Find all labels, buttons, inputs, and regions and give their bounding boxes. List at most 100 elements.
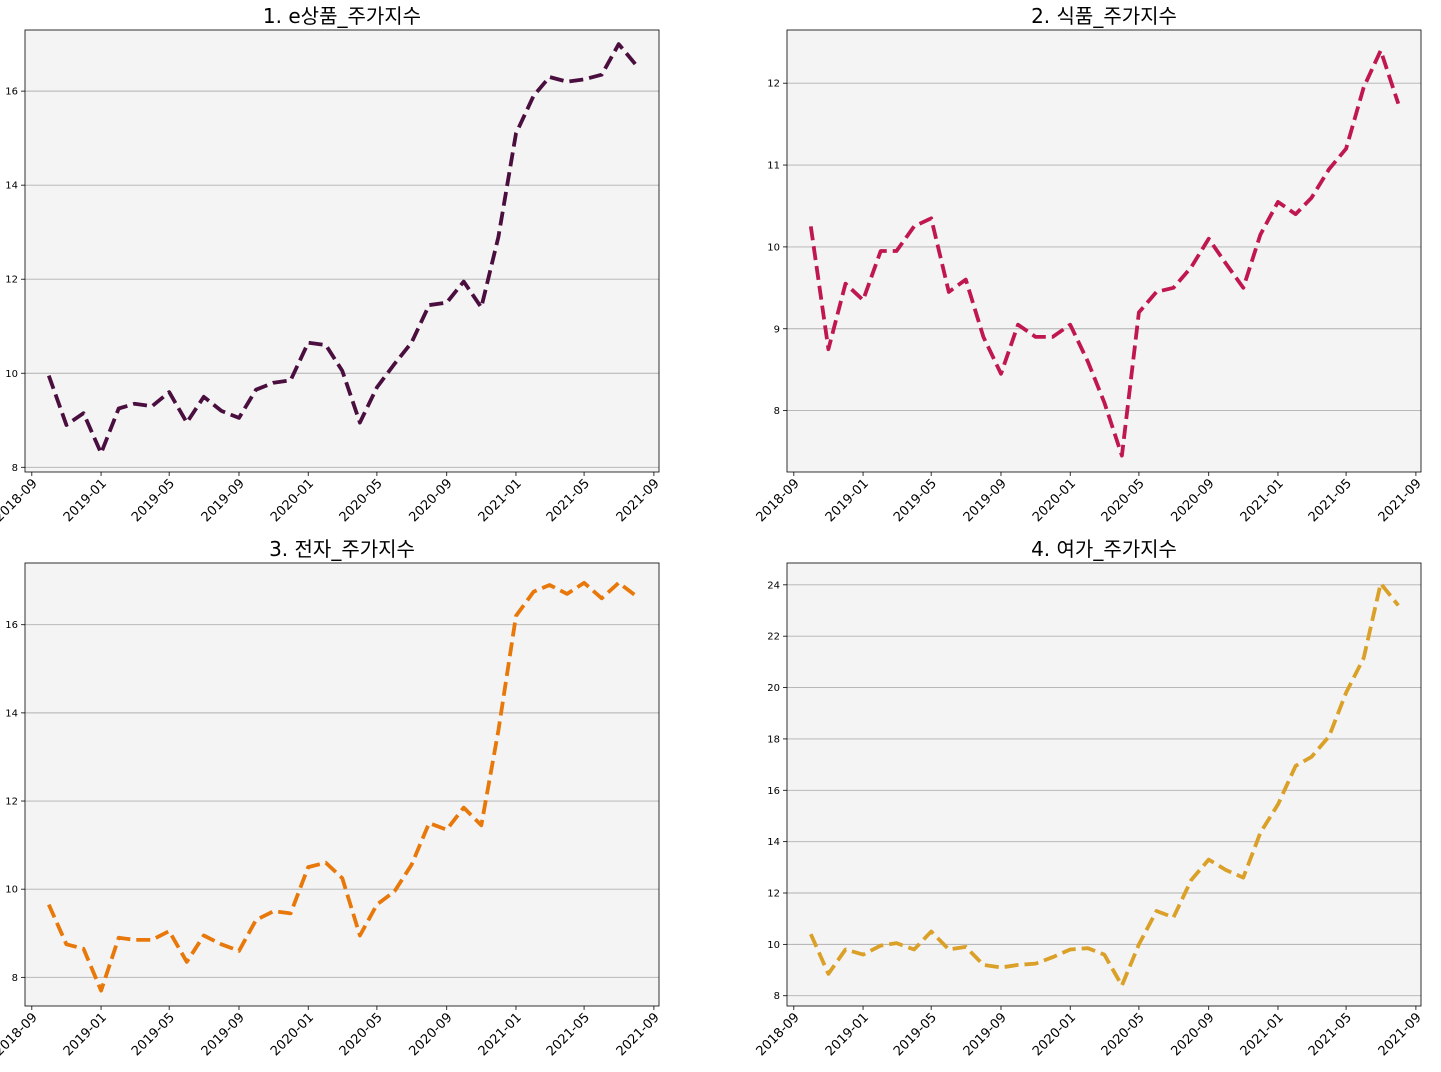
- data-point: [635, 64, 638, 67]
- x-tick-label: 2019-01: [61, 476, 110, 525]
- y-tick-label: 8: [12, 463, 18, 474]
- y-tick-label: 16: [5, 87, 18, 98]
- y-tick-label: 24: [767, 580, 780, 591]
- x-tick-label: 2021-01: [476, 1010, 525, 1059]
- data-point: [47, 374, 50, 377]
- data-point: [117, 936, 120, 939]
- y-tick-label: 11: [767, 161, 780, 172]
- data-point: [151, 405, 154, 408]
- data-point: [1086, 947, 1089, 950]
- data-point: [1034, 962, 1037, 965]
- chart-title: 2. 식품_주가지수: [1031, 4, 1177, 28]
- data-point: [185, 960, 188, 963]
- data-point: [1190, 266, 1193, 269]
- y-tick-label: 10: [767, 242, 780, 253]
- data-point: [566, 592, 569, 595]
- data-point: [272, 910, 275, 913]
- data-point: [393, 890, 396, 893]
- data-point: [1103, 953, 1106, 956]
- x-tick-label: 2019-09: [961, 476, 1010, 525]
- data-point: [1345, 147, 1348, 150]
- y-tick-label: 16: [767, 786, 780, 797]
- data-point: [999, 372, 1002, 375]
- chart-panel-4: 8 10 12 14 16 18 20 22 24 2018-09 2019-01 2019-05 20…: [754, 537, 1425, 1059]
- data-point: [1155, 909, 1158, 912]
- plot-area: [25, 563, 659, 1006]
- data-point: [1051, 335, 1054, 338]
- data-point: [375, 903, 378, 906]
- data-point: [1120, 984, 1123, 987]
- data-point: [1120, 454, 1123, 457]
- y-tick-label: 9: [774, 324, 780, 335]
- chart-title: 3. 전자_주가지수: [269, 537, 415, 561]
- chart-panel-1: 8 10 12 14 16 2018-09 2019-01 2019-05 2019-09 202…: [0, 4, 663, 525]
- data-point: [47, 903, 50, 906]
- data-point: [827, 348, 830, 351]
- data-point: [1207, 237, 1210, 240]
- data-point: [497, 235, 500, 238]
- data-point: [844, 282, 847, 285]
- data-point: [1242, 286, 1245, 289]
- data-point: [844, 948, 847, 951]
- y-tick-label: 10: [5, 885, 18, 896]
- data-point: [202, 395, 205, 398]
- x-tick-label: 2020-05: [1099, 1010, 1148, 1059]
- x-tick-label: 2019-01: [61, 1010, 110, 1059]
- y-tick-label: 14: [767, 837, 780, 848]
- x-tick-label: 2019-01: [823, 476, 872, 525]
- data-point: [410, 341, 413, 344]
- x-tick-label: 2021-01: [1238, 1010, 1287, 1059]
- data-point: [428, 304, 431, 307]
- data-point: [220, 409, 223, 412]
- data-point: [930, 930, 933, 933]
- data-point: [65, 943, 68, 946]
- data-point: [982, 963, 985, 966]
- x-tick-label: 2018-09: [754, 476, 803, 525]
- data-point: [1379, 49, 1382, 52]
- y-tick-label: 12: [5, 275, 18, 286]
- data-point: [237, 949, 240, 952]
- axes-frame: [786, 29, 1422, 473]
- data-point: [255, 388, 258, 391]
- data-point: [272, 381, 275, 384]
- data-point: [341, 369, 344, 372]
- x-tick-label: 2021-05: [1306, 1010, 1355, 1059]
- data-point: [410, 863, 413, 866]
- data-point: [1328, 168, 1331, 171]
- series-line: [47, 42, 638, 456]
- x-tick-label: 2020-09: [407, 1010, 456, 1059]
- data-point: [930, 217, 933, 220]
- data-point: [100, 452, 103, 455]
- data-point: [1103, 401, 1106, 404]
- y-tick-label: 12: [767, 889, 780, 900]
- data-point: [947, 290, 950, 293]
- data-point: [913, 225, 916, 228]
- y-tick-label: 18: [767, 734, 780, 745]
- data-point: [862, 299, 865, 302]
- data-point: [497, 729, 500, 732]
- plot-area: [25, 30, 659, 472]
- data-point: [151, 938, 154, 941]
- y-tick-label: 8: [774, 406, 780, 417]
- y-tick-label: 10: [767, 940, 780, 951]
- series-line: [47, 580, 638, 993]
- x-tick-label: 2019-05: [129, 476, 178, 525]
- data-point: [1362, 86, 1365, 89]
- y-tick-label: 14: [5, 181, 18, 192]
- data-point: [827, 972, 830, 975]
- data-point: [255, 919, 258, 922]
- data-point: [548, 584, 551, 587]
- data-point: [1276, 200, 1279, 203]
- data-point: [1362, 657, 1365, 660]
- x-tick-label: 2020-01: [1030, 1010, 1079, 1059]
- data-point: [1310, 755, 1313, 758]
- data-point: [879, 944, 882, 947]
- data-point: [1310, 196, 1313, 199]
- data-point: [1397, 102, 1400, 105]
- data-point: [1137, 311, 1140, 314]
- data-point: [117, 407, 120, 410]
- x-tick-label: 2020-01: [268, 476, 317, 525]
- series-line: [808, 48, 1401, 458]
- series-line: [809, 581, 1400, 988]
